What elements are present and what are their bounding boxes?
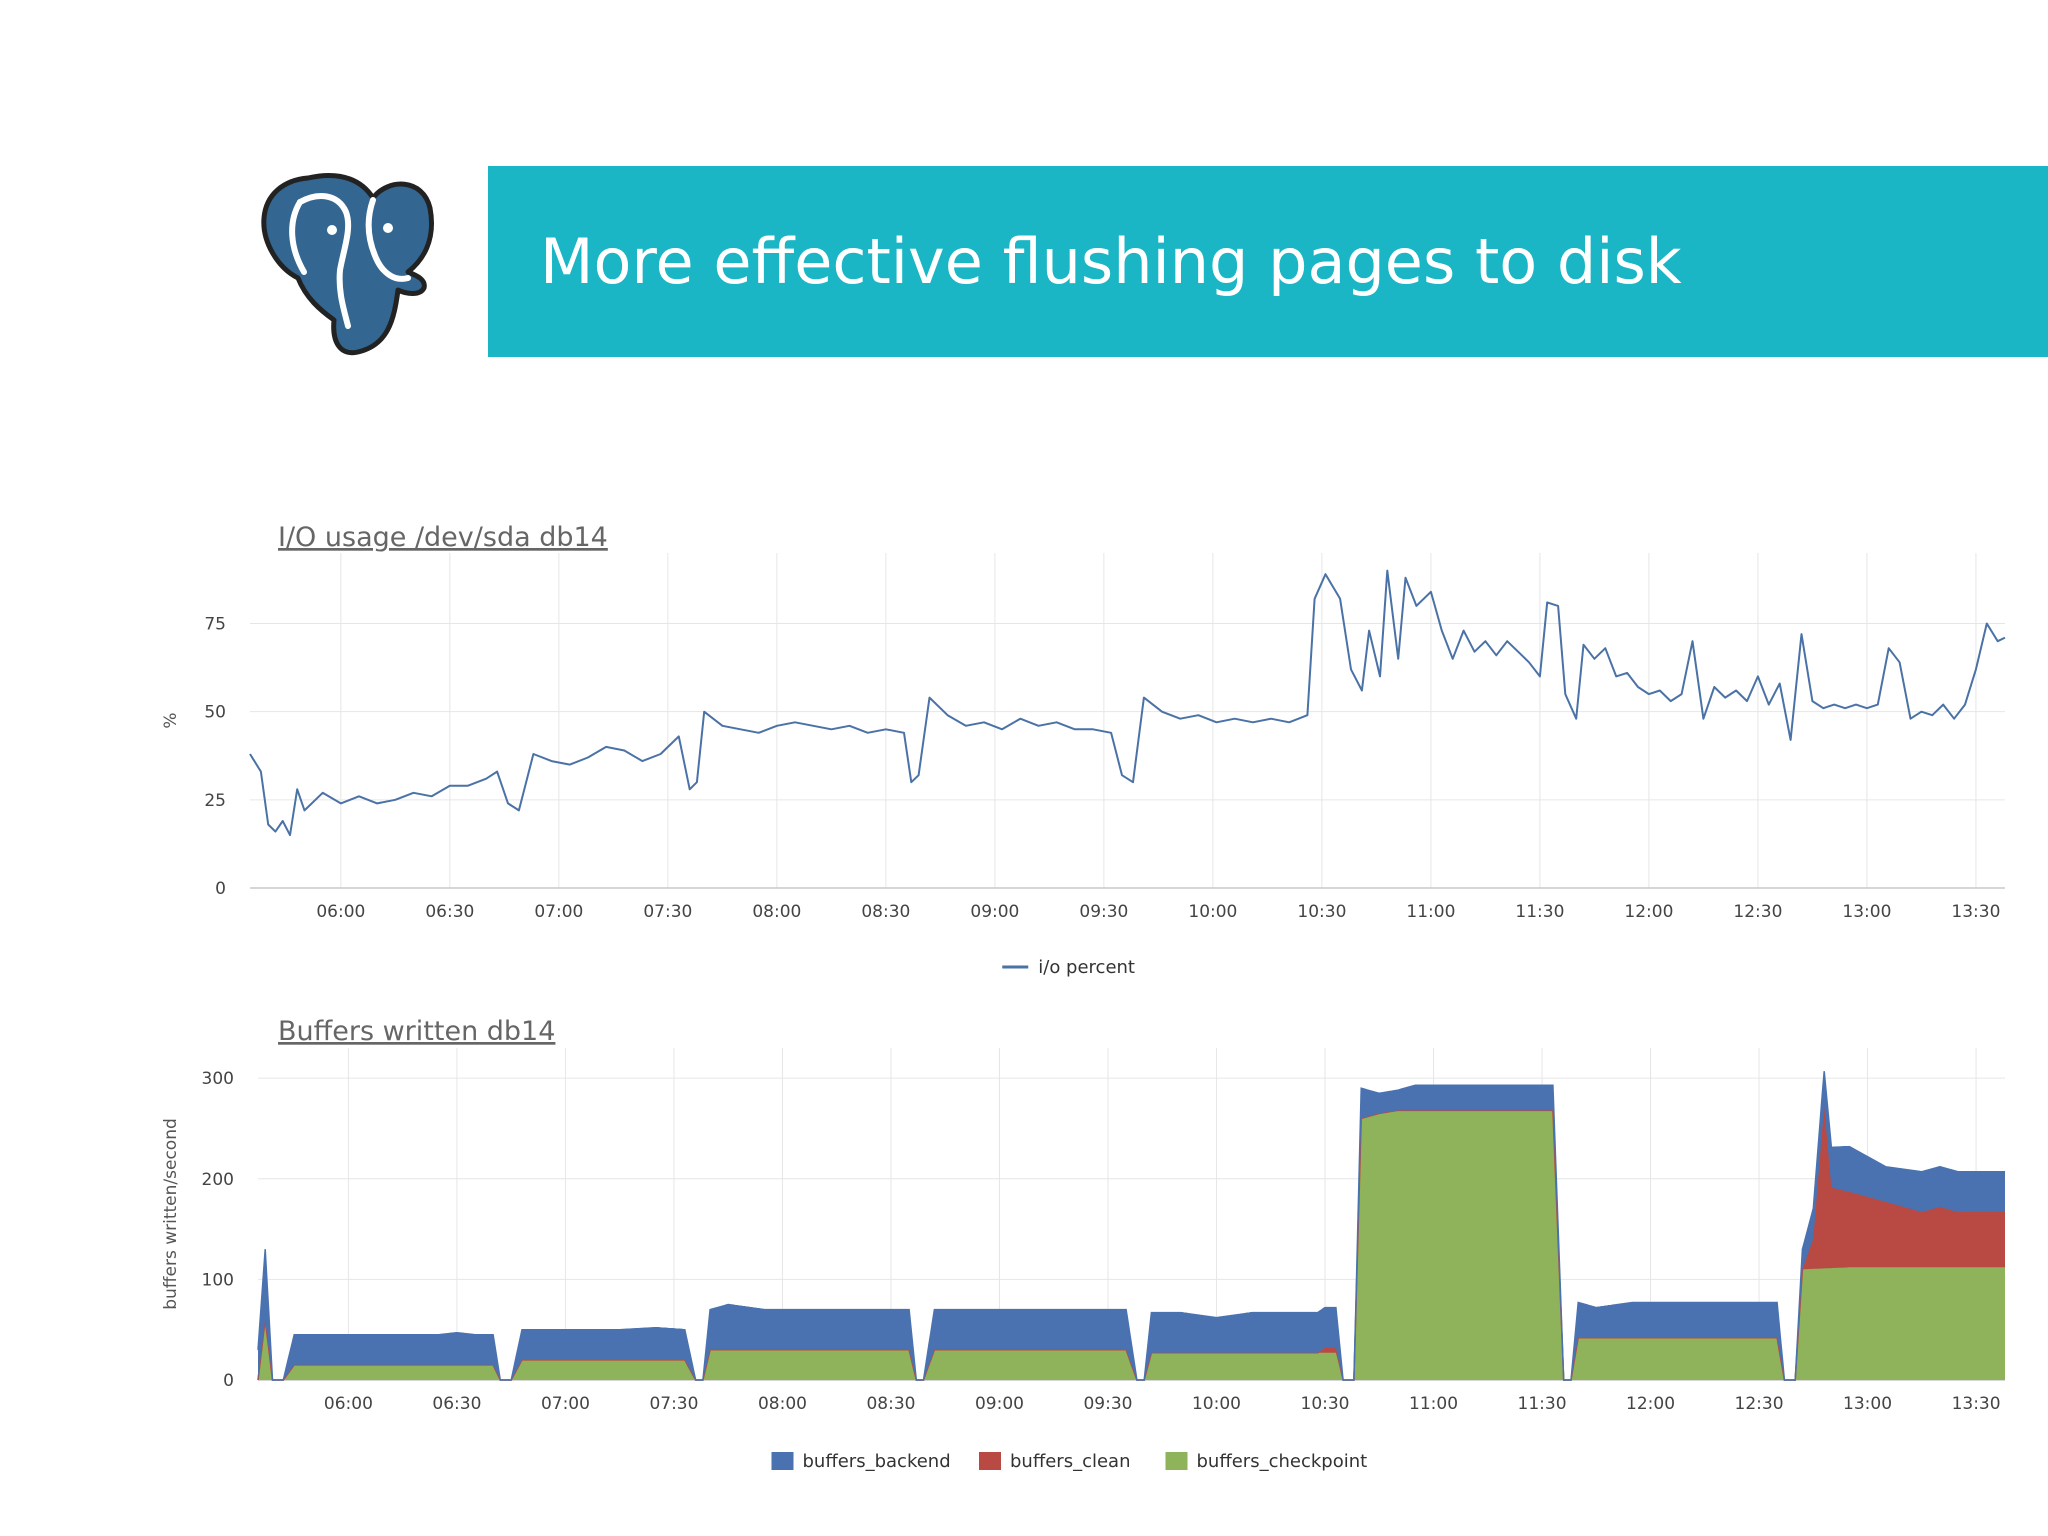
x-tick-label: 13:30 bbox=[1951, 902, 2000, 922]
x-tick-label: 07:00 bbox=[534, 902, 583, 922]
x-tick-label: 08:00 bbox=[758, 1394, 807, 1414]
x-tick-label: 06:30 bbox=[432, 1394, 481, 1414]
x-tick-label: 07:00 bbox=[541, 1394, 590, 1414]
legend-swatch bbox=[1165, 1452, 1188, 1470]
x-tick-label: 13:00 bbox=[1842, 902, 1891, 922]
y-axis-label: buffers written/second bbox=[161, 1118, 181, 1310]
y-tick-label: 75 bbox=[204, 615, 226, 635]
legend-label: buffers_clean bbox=[1010, 1451, 1131, 1472]
y-tick-label: 25 bbox=[204, 791, 226, 811]
x-tick-label: 08:00 bbox=[752, 902, 801, 922]
x-tick-label: 10:30 bbox=[1297, 902, 1346, 922]
x-tick-label: 07:30 bbox=[649, 1394, 698, 1414]
x-tick-label: 10:30 bbox=[1301, 1394, 1350, 1414]
y-tick-label: 100 bbox=[202, 1270, 234, 1290]
x-tick-label: 12:30 bbox=[1735, 1394, 1784, 1414]
series-area bbox=[258, 1110, 2005, 1380]
title-bar: More effective flushing pages to disk bbox=[488, 166, 2048, 357]
y-axis-label: % bbox=[161, 712, 181, 728]
y-tick-label: 0 bbox=[223, 1371, 234, 1391]
x-tick-label: 10:00 bbox=[1188, 902, 1237, 922]
legend-label: buffers_checkpoint bbox=[1197, 1451, 1368, 1472]
x-tick-label: 13:30 bbox=[1952, 1394, 2001, 1414]
x-tick-label: 08:30 bbox=[866, 1394, 915, 1414]
x-tick-label: 11:30 bbox=[1518, 1394, 1567, 1414]
legend-swatch bbox=[979, 1452, 1001, 1470]
postgresql-elephant-icon bbox=[261, 172, 434, 356]
x-tick-label: 11:00 bbox=[1406, 902, 1455, 922]
x-tick-label: 10:00 bbox=[1192, 1394, 1241, 1414]
chart-title: Buffers written db14 bbox=[278, 1016, 555, 1047]
x-tick-label: 13:00 bbox=[1843, 1394, 1892, 1414]
x-tick-label: 06:00 bbox=[316, 902, 365, 922]
legend-swatch bbox=[771, 1452, 794, 1470]
series-area bbox=[258, 1071, 2005, 1380]
y-tick-label: 200 bbox=[202, 1170, 234, 1190]
x-tick-label: 12:30 bbox=[1733, 902, 1782, 922]
x-tick-label: 09:00 bbox=[970, 902, 1019, 922]
y-tick-label: 300 bbox=[202, 1069, 234, 1089]
legend-label: buffers_backend bbox=[803, 1451, 951, 1472]
x-tick-label: 06:00 bbox=[324, 1394, 373, 1414]
x-tick-label: 06:30 bbox=[425, 902, 474, 922]
series-line bbox=[249, 569, 2006, 837]
x-tick-label: 08:30 bbox=[861, 902, 910, 922]
x-tick-label: 12:00 bbox=[1626, 1394, 1675, 1414]
x-tick-label: 07:30 bbox=[643, 902, 692, 922]
legend-label: i/o percent bbox=[1038, 957, 1135, 978]
y-tick-label: 50 bbox=[204, 703, 226, 723]
x-tick-label: 11:00 bbox=[1409, 1394, 1458, 1414]
x-tick-label: 09:30 bbox=[1079, 902, 1128, 922]
series-outline bbox=[257, 1071, 2005, 1381]
chart-title: I/O usage /dev/sda db14 bbox=[278, 522, 608, 553]
slide-title: More effective flushing pages to disk bbox=[540, 225, 1682, 298]
x-tick-label: 11:30 bbox=[1515, 902, 1564, 922]
y-tick-label: 0 bbox=[215, 879, 226, 899]
x-tick-label: 09:30 bbox=[1083, 1394, 1132, 1414]
x-tick-label: 09:00 bbox=[975, 1394, 1024, 1414]
x-tick-label: 12:00 bbox=[1624, 902, 1673, 922]
